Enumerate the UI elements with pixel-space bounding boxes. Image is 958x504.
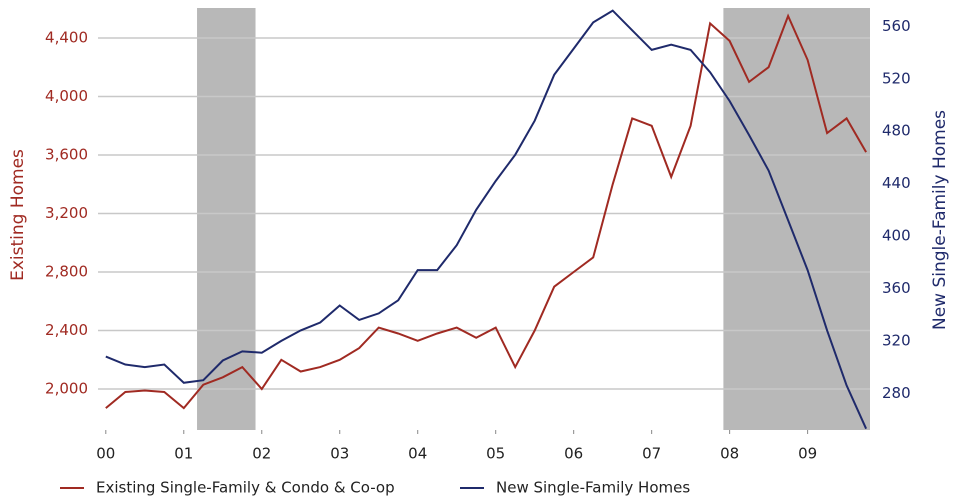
y-tick-label: 4,400 bbox=[45, 28, 88, 46]
y2-tick-label: 280 bbox=[882, 384, 911, 402]
x-tick-label: 03 bbox=[330, 445, 349, 463]
y2-axis-label: New Single-Family Homes bbox=[930, 110, 950, 330]
x-tick-label: 07 bbox=[642, 445, 661, 463]
x-tick-label: 08 bbox=[720, 445, 739, 463]
x-tick-label: 05 bbox=[486, 445, 505, 463]
y2-tick-label: 400 bbox=[882, 227, 911, 245]
y2-tick-label: 320 bbox=[882, 331, 911, 349]
y-tick-label: 4,000 bbox=[45, 87, 88, 105]
y-tick-label: 2,800 bbox=[45, 263, 88, 281]
series-line bbox=[105, 9, 868, 430]
recession-band bbox=[723, 8, 870, 430]
x-tick-label: 01 bbox=[174, 445, 193, 463]
y2-tick-label: 440 bbox=[882, 174, 911, 192]
legend-label: Existing Single-Family & Condo & Co-op bbox=[96, 479, 395, 497]
y2-tick-label: 560 bbox=[882, 17, 911, 35]
y2-tick-label: 360 bbox=[882, 279, 911, 297]
legend-label: New Single-Family Homes bbox=[496, 479, 690, 497]
y-tick-label: 2,400 bbox=[45, 321, 88, 339]
x-tick-label: 06 bbox=[564, 445, 583, 463]
x-tick-label: 02 bbox=[252, 445, 271, 463]
x-tick-label: 00 bbox=[96, 445, 115, 463]
y-axis-label: Existing Homes bbox=[8, 149, 28, 281]
y-tick-label: 3,600 bbox=[45, 146, 88, 164]
x-tick-label: 04 bbox=[408, 445, 427, 463]
y2-tick-label: 520 bbox=[882, 69, 911, 87]
y-tick-label: 3,200 bbox=[45, 204, 88, 222]
x-tick-label: 09 bbox=[798, 445, 817, 463]
y-tick-label: 2,000 bbox=[45, 380, 88, 398]
recession-band bbox=[197, 8, 256, 430]
series-line bbox=[105, 13, 867, 410]
y2-tick-label: 480 bbox=[882, 122, 911, 140]
